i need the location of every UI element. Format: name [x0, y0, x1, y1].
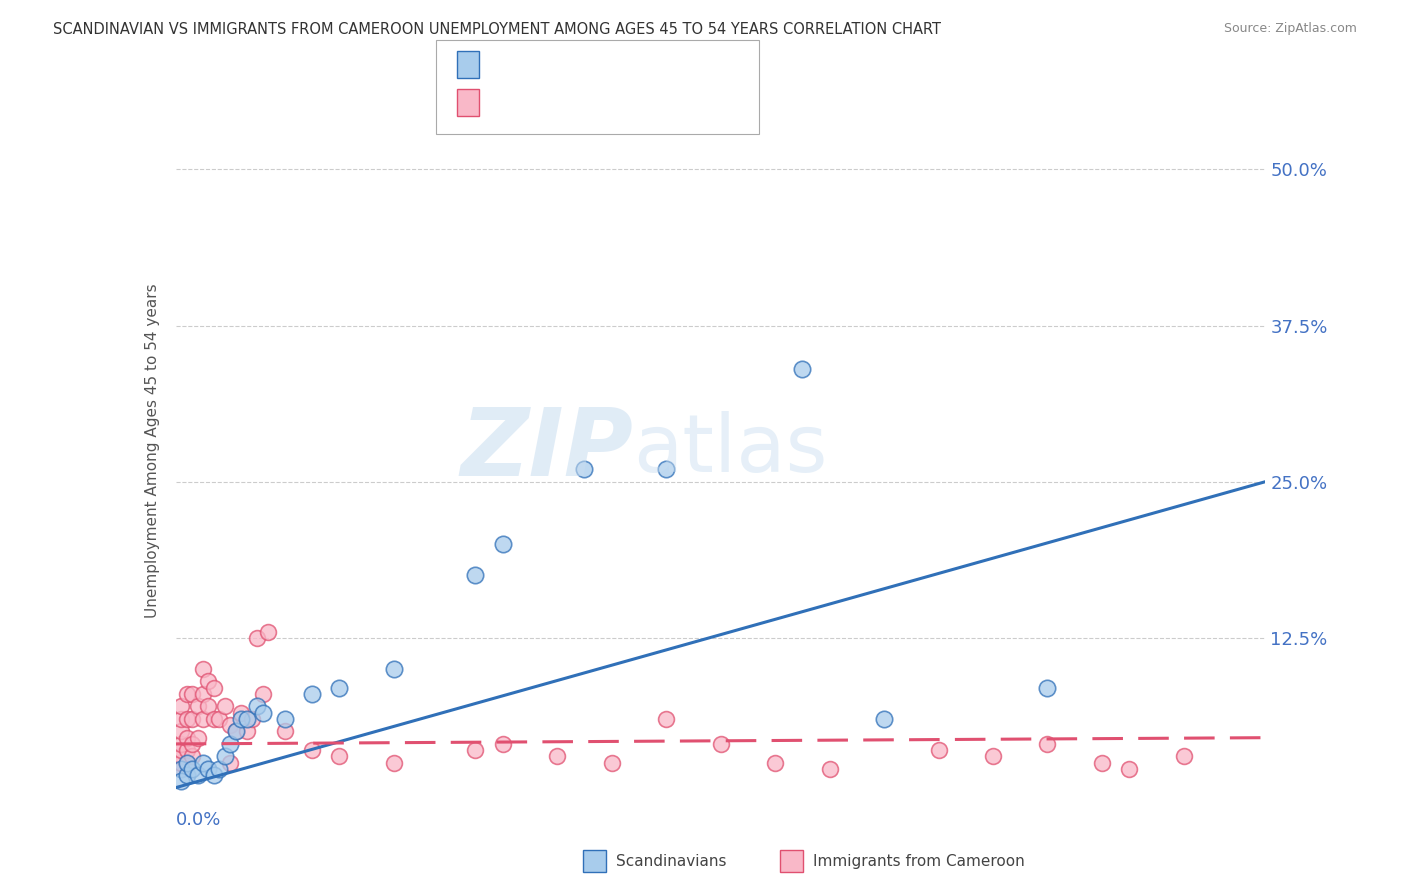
Point [492, 537, 515, 551]
Point [464, 743, 486, 757]
Point [492, 737, 515, 751]
Text: SCANDINAVIAN VS IMMIGRANTS FROM CAMEROON UNEMPLOYMENT AMONG AGES 45 TO 54 YEARS : SCANDINAVIAN VS IMMIGRANTS FROM CAMEROON… [53, 22, 942, 37]
Point [792, 362, 814, 376]
Point [202, 768, 225, 782]
Point [181, 687, 204, 701]
Point [186, 731, 209, 745]
Point [1118, 762, 1140, 776]
Point [464, 568, 486, 582]
Point [240, 712, 263, 726]
Point [1091, 756, 1114, 770]
Point [176, 768, 198, 782]
Text: atlas: atlas [633, 411, 828, 490]
Point [301, 743, 323, 757]
Point [191, 712, 214, 726]
Point [202, 712, 225, 726]
Point [928, 743, 950, 757]
Point [231, 706, 253, 720]
Point [191, 662, 214, 676]
Point [214, 749, 236, 764]
Point [225, 724, 247, 739]
Point [1036, 681, 1059, 695]
Point [186, 768, 209, 782]
Point [235, 712, 257, 726]
Point [546, 749, 568, 764]
Text: R = 0.025   N = 55: R = 0.025 N = 55 [491, 94, 661, 112]
Point [655, 462, 678, 476]
Text: 0.0%: 0.0% [176, 811, 221, 829]
Point [181, 749, 204, 764]
Point [186, 699, 209, 714]
Point [191, 687, 214, 701]
Point [170, 762, 193, 776]
Point [170, 743, 193, 757]
Point [181, 737, 204, 751]
Point [257, 624, 280, 639]
Point [176, 731, 198, 745]
Point [574, 462, 596, 476]
Point [170, 749, 193, 764]
Point [328, 749, 350, 764]
Point [873, 712, 896, 726]
Point [176, 712, 198, 726]
Point [181, 762, 204, 776]
Point [246, 631, 269, 645]
Point [818, 762, 841, 776]
Point [382, 756, 405, 770]
Point [655, 712, 678, 726]
Text: Scandinavians: Scandinavians [616, 854, 727, 869]
Point [176, 687, 198, 701]
Point [600, 756, 623, 770]
Point [214, 699, 236, 714]
Point [274, 712, 297, 726]
Point [208, 762, 231, 776]
Point [1173, 749, 1195, 764]
Point [225, 724, 247, 739]
Point [176, 756, 198, 770]
Point [191, 756, 214, 770]
Point [208, 712, 231, 726]
Point [170, 699, 193, 714]
Point [176, 756, 198, 770]
Point [170, 762, 193, 776]
Point [382, 662, 405, 676]
Point [170, 756, 193, 770]
Point [170, 724, 193, 739]
Point [219, 756, 242, 770]
Text: R = 0.605   N = 28: R = 0.605 N = 28 [491, 55, 661, 73]
Point [197, 699, 219, 714]
Point [219, 737, 242, 751]
Y-axis label: Unemployment Among Ages 45 to 54 years: Unemployment Among Ages 45 to 54 years [145, 283, 160, 618]
Point [181, 712, 204, 726]
Point [197, 762, 219, 776]
Text: Source: ZipAtlas.com: Source: ZipAtlas.com [1223, 22, 1357, 36]
Text: ZIP: ZIP [461, 404, 633, 497]
Point [170, 712, 193, 726]
Point [231, 712, 253, 726]
Point [328, 681, 350, 695]
Point [252, 706, 274, 720]
Point [176, 743, 198, 757]
Point [235, 724, 257, 739]
Point [1036, 737, 1059, 751]
Point [252, 687, 274, 701]
Point [202, 681, 225, 695]
Point [219, 718, 242, 732]
Point [197, 674, 219, 689]
Point [710, 737, 733, 751]
Point [274, 724, 297, 739]
Point [170, 737, 193, 751]
Point [170, 774, 193, 789]
Point [246, 699, 269, 714]
Point [301, 687, 323, 701]
Point [981, 749, 1004, 764]
Text: Immigrants from Cameroon: Immigrants from Cameroon [813, 854, 1025, 869]
Point [763, 756, 786, 770]
